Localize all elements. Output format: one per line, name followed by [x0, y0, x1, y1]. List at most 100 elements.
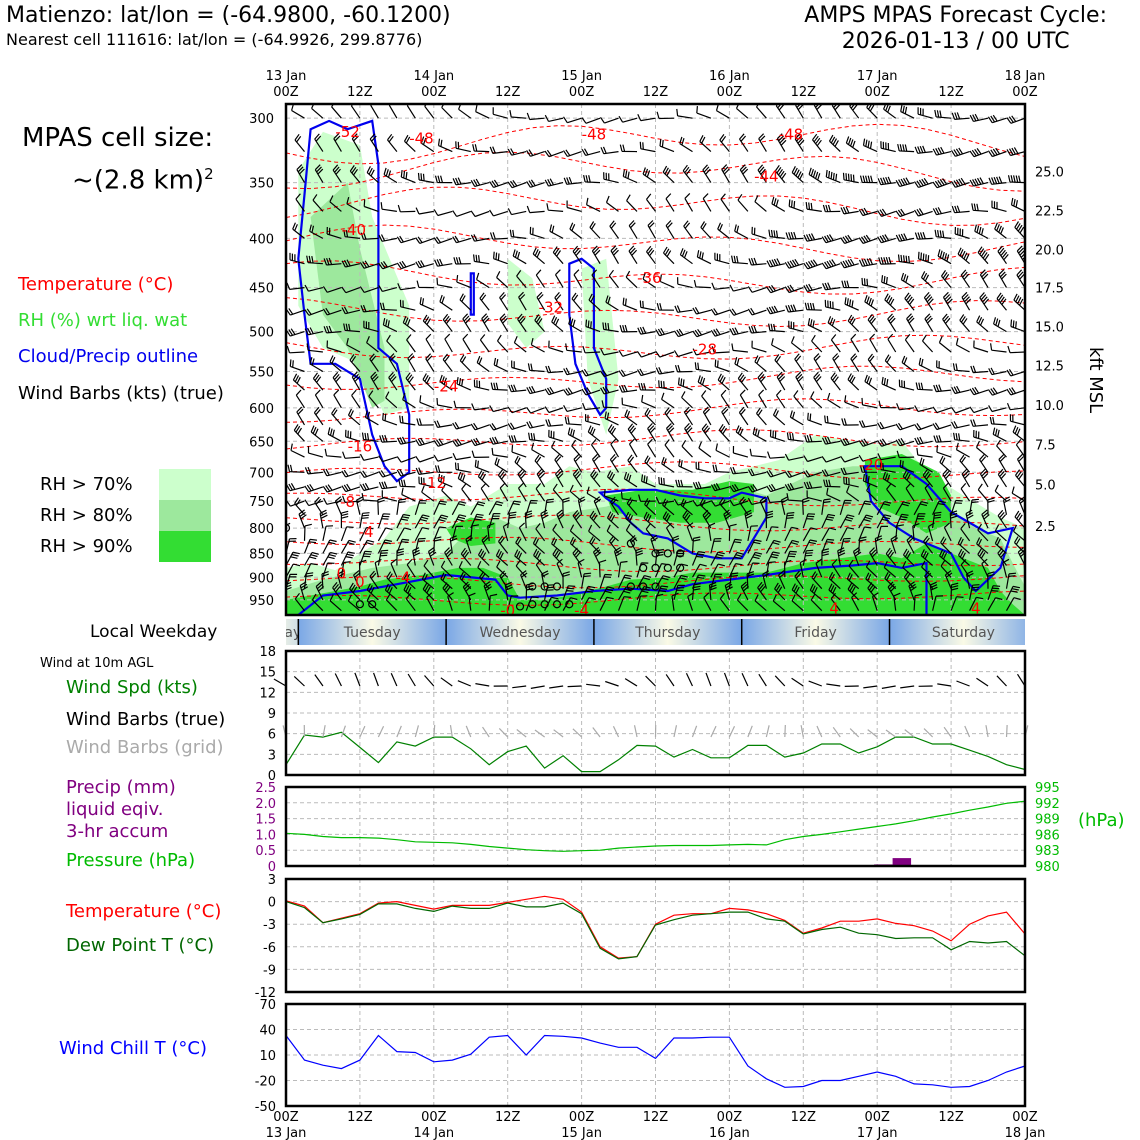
wind-barb [434, 465, 453, 473]
wind-barb [895, 422, 915, 431]
wind-barb [702, 164, 712, 183]
wind-barb [479, 292, 490, 311]
wind-barb [765, 551, 780, 566]
wind-barb [728, 563, 743, 578]
panel-y-tick-label: -20 [255, 1075, 276, 1090]
sfc-wind-barb-true [685, 673, 693, 687]
wind-barb [784, 284, 804, 294]
wind-barb [508, 384, 527, 393]
wind-barb [900, 104, 915, 119]
wind-barb [618, 369, 638, 377]
sfc-wind-barb-grid [964, 725, 971, 738]
wind-barb [821, 436, 841, 445]
wind-barb [877, 453, 896, 461]
wind-barb [440, 560, 453, 578]
wind-barb [618, 115, 638, 123]
wind-barb [496, 271, 509, 289]
pressure-line [285, 800, 1026, 852]
pressure-tick-label: 600 [249, 402, 274, 417]
wind-barb [1017, 547, 1025, 566]
cloud-outline [297, 119, 411, 483]
wind-barb [480, 482, 490, 502]
wind-barb [811, 334, 823, 353]
wind-barb [489, 423, 508, 431]
wind-barb [507, 422, 527, 430]
sfc-wind-barb-grid [765, 725, 770, 738]
wind-barb [673, 584, 685, 601]
wind-barb [488, 501, 504, 516]
isotherm-line [286, 514, 1025, 532]
wind-barb [534, 454, 546, 473]
wind-barb [887, 313, 897, 332]
sfc-wind-barb-true [741, 673, 749, 687]
wind-barb [848, 559, 860, 578]
wind-barb [573, 269, 583, 288]
dewpoint-line [285, 901, 1026, 960]
wind-barb [329, 594, 342, 612]
wind-barb [498, 535, 509, 554]
wind-barb [749, 448, 767, 458]
wind-barb [766, 305, 785, 315]
wind-barb [828, 134, 841, 153]
wind-barb [1013, 293, 1025, 311]
wind-barb [644, 407, 656, 426]
isotherm-label: -20 [859, 456, 884, 474]
wind-barb [662, 511, 675, 529]
wind-barbs-grid-label: Wind Barbs (grid) [66, 737, 224, 758]
wind-barb [756, 104, 767, 119]
wind-barb [293, 424, 305, 442]
wind-barb [286, 581, 292, 600]
panel-y-tick-label: 6 [268, 728, 276, 743]
wind-barb [679, 248, 693, 265]
wind-barb [509, 229, 527, 239]
wind-barb [309, 357, 324, 373]
wind-barb [483, 581, 492, 601]
wind-barb [517, 482, 527, 502]
wind-barb [602, 322, 619, 333]
bottom-axis-date-label: 13 Jan [266, 1126, 307, 1140]
wind-barb [405, 372, 416, 391]
wind-barb [701, 423, 712, 442]
wind-barb [737, 372, 749, 391]
wind-barb [359, 260, 379, 269]
wind-barb [969, 596, 984, 611]
wind-barbs-true-label: Wind Barbs (true) [66, 709, 226, 730]
wind-barb [943, 522, 952, 542]
wind-barb [529, 226, 545, 239]
wind-barb [702, 509, 712, 529]
wind-barb [641, 474, 656, 488]
wind-barb [552, 523, 564, 542]
top-axis-date-label: 18 Jan [1005, 69, 1046, 84]
wind-barb [581, 597, 596, 611]
wind-barb [315, 581, 325, 601]
wind-barb [729, 308, 749, 316]
wind-barb [1006, 115, 1025, 124]
wind-barb [322, 484, 342, 493]
wind-barb [304, 327, 324, 336]
calm-wind-marker [528, 582, 537, 591]
wind-barb [396, 235, 416, 244]
pressure-right-tick: 980 [1035, 860, 1060, 875]
wind-barb [380, 202, 397, 212]
wind-barb [747, 286, 767, 293]
wind-barb [852, 546, 862, 566]
wind-barb [675, 479, 693, 488]
wind-barb [830, 592, 841, 612]
wind-barb [346, 337, 361, 353]
wind-barb [661, 392, 675, 409]
wind-barb [786, 432, 804, 442]
wind-barb [476, 272, 490, 289]
wind-barb [941, 270, 952, 288]
wind-barb [976, 315, 989, 333]
sfc-wind-barb-true [273, 678, 287, 687]
wind-barb [309, 224, 324, 239]
weekday-label: Thursday [634, 625, 700, 641]
wind-barb [368, 390, 379, 409]
kft-tick-label: 22.5 [1035, 204, 1064, 219]
wind-barb [406, 334, 416, 353]
wind-barb [396, 538, 410, 554]
wind-barb [603, 172, 619, 184]
wind-barb [471, 450, 490, 458]
wind-barb [969, 406, 989, 414]
wind-barb [361, 432, 379, 442]
